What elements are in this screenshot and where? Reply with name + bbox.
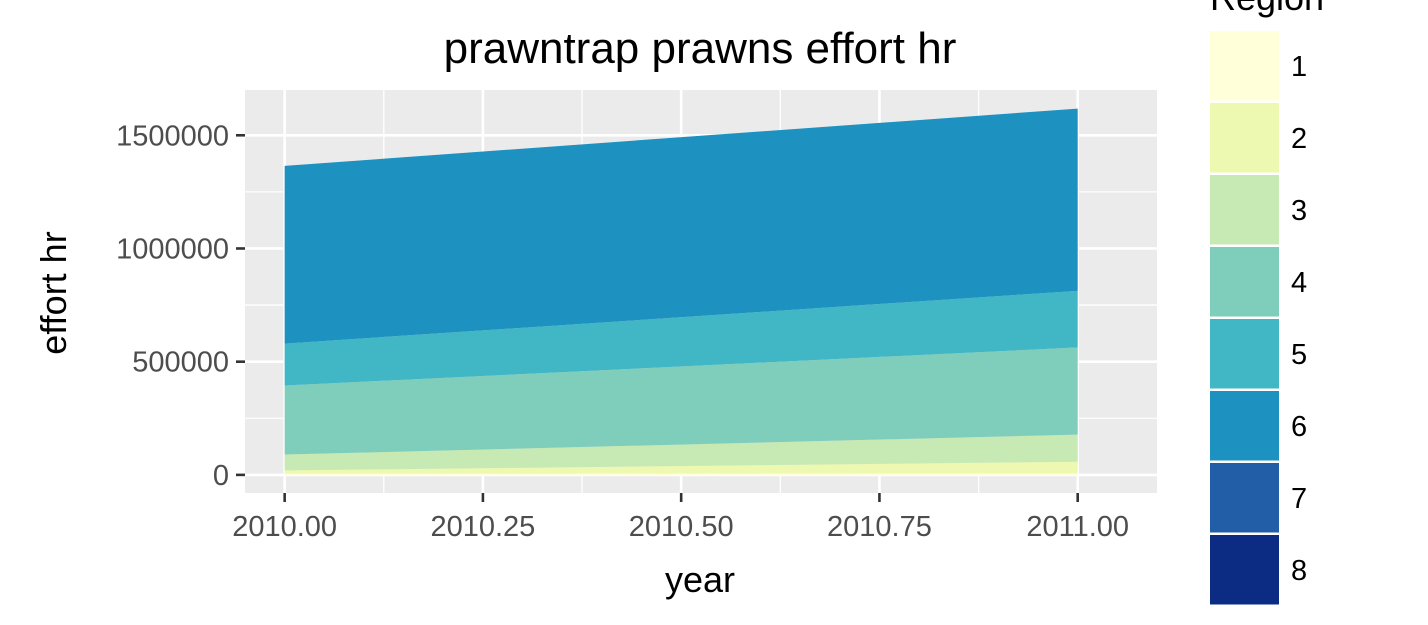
x-tick-label: 2011.00 — [1026, 511, 1129, 543]
legend-key-region-6 — [1210, 391, 1279, 461]
legend-label-region-4: 4 — [1291, 267, 1307, 299]
chart-title: prawntrap prawns effort hr — [444, 24, 957, 73]
legend-label-region-6: 6 — [1291, 411, 1307, 443]
legend-title: Region — [1210, 0, 1324, 18]
legend-label-region-5: 5 — [1291, 339, 1307, 371]
y-tick-label: 1000000 — [116, 233, 229, 265]
area-region-1 — [284, 473, 1078, 475]
legend: Region 1 2 3 4 5 6 7 8 — [1210, 0, 1324, 605]
x-tick-label: 2010.00 — [232, 511, 337, 543]
legend-key-region-2 — [1210, 103, 1279, 173]
y-axis: 0 500000 1000000 1500000 — [116, 120, 245, 492]
y-axis-title: effort hr — [33, 231, 74, 354]
legend-label-region-8: 8 — [1291, 555, 1307, 587]
legend-key-region-3 — [1210, 175, 1279, 245]
legend-label-region-2: 2 — [1291, 123, 1307, 155]
x-axis-title: year — [665, 559, 735, 600]
legend-label-region-1: 1 — [1291, 51, 1307, 83]
legend-key-region-4 — [1210, 247, 1279, 317]
legend-label-region-7: 7 — [1291, 483, 1307, 515]
legend-key-region-8 — [1210, 535, 1279, 605]
area-series-group — [284, 108, 1078, 475]
legend-key-region-5 — [1210, 319, 1279, 389]
x-tick-label: 2010.75 — [827, 511, 932, 543]
y-tick-label: 0 — [213, 460, 229, 492]
area-region-5 — [284, 290, 1078, 386]
y-tick-label: 1500000 — [116, 120, 229, 152]
y-tick-label: 500000 — [132, 347, 229, 379]
x-tick-label: 2010.25 — [430, 511, 535, 543]
area-region-2 — [284, 461, 1078, 474]
x-tick-label: 2010.50 — [629, 511, 734, 543]
legend-key-region-7 — [1210, 463, 1279, 533]
legend-label-region-3: 3 — [1291, 195, 1307, 227]
legend-key-region-1 — [1210, 31, 1279, 101]
legend-items: 1 2 3 4 5 6 7 8 — [1210, 31, 1307, 605]
area-region-3 — [284, 434, 1078, 471]
area-region-6 — [284, 108, 1078, 344]
x-axis: 2010.00 2010.25 2010.50 2010.75 2011.00 — [232, 493, 1129, 543]
area-region-4 — [284, 347, 1078, 455]
